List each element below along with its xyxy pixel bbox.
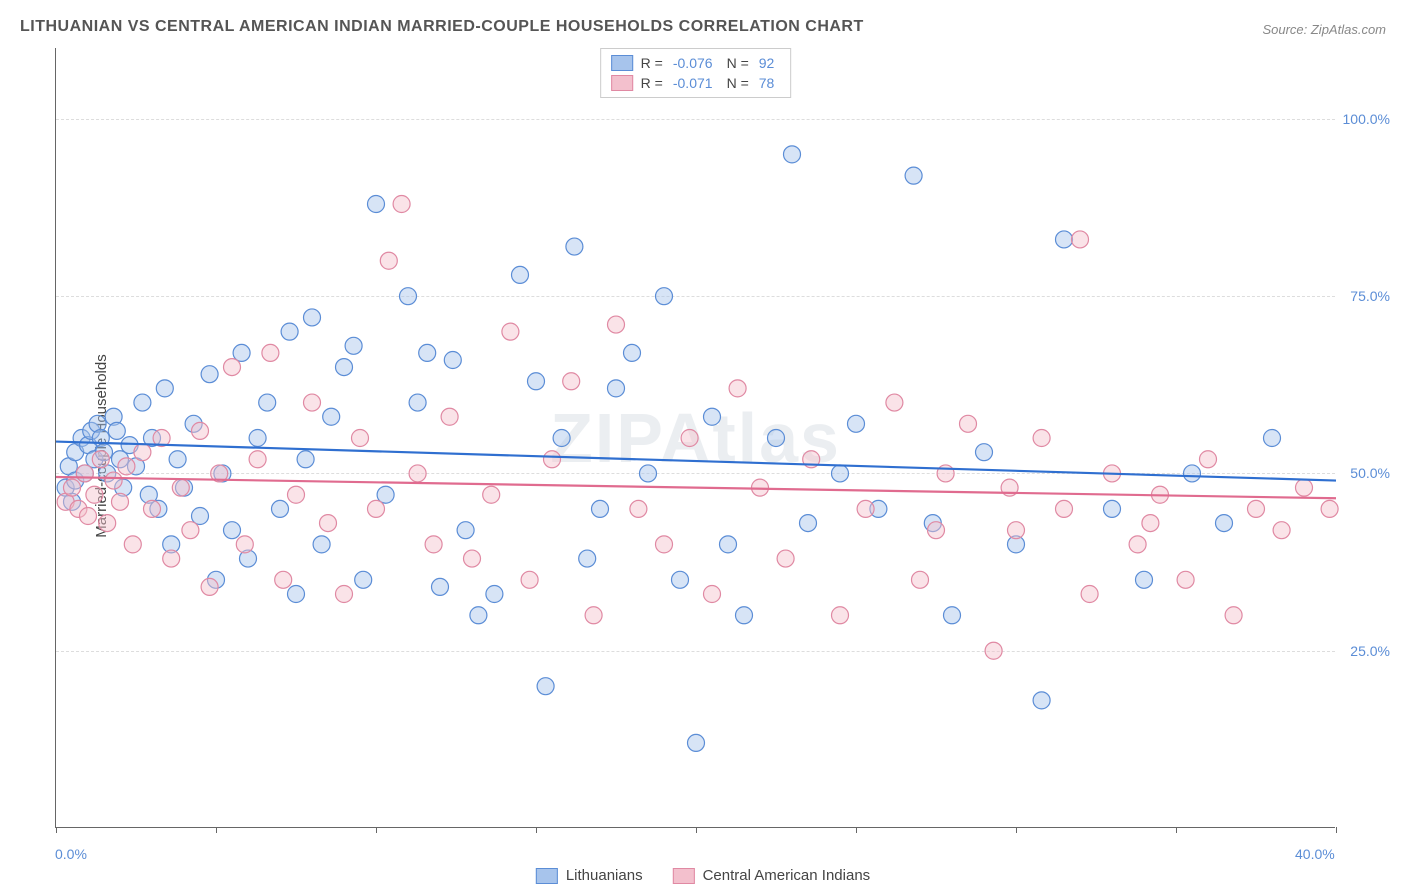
n-value-1: 78 <box>759 75 775 91</box>
legend-label-1: Central American Indians <box>703 867 871 884</box>
legend-row-0: R = -0.076 N = 92 <box>611 53 781 73</box>
x-axis-max-label: 40.0% <box>1295 846 1335 862</box>
n-label: N = <box>727 75 749 91</box>
r-label: R = <box>641 55 663 71</box>
legend-swatch-lithuanians <box>536 868 558 884</box>
legend-swatch-central-american-indians <box>673 868 695 884</box>
legend-swatch-1 <box>611 75 633 91</box>
chart-title: LITHUANIAN VS CENTRAL AMERICAN INDIAN MA… <box>20 18 864 36</box>
plot-area: ZIPAtlas R = -0.076 N = 92 R = -0.071 N … <box>55 48 1335 828</box>
source-label: Source: ZipAtlas.com <box>1262 22 1386 37</box>
x-axis-min-label: 0.0% <box>55 846 87 862</box>
n-value-0: 92 <box>759 55 775 71</box>
legend-swatch-0 <box>611 55 633 71</box>
legend-row-1: R = -0.071 N = 78 <box>611 73 781 93</box>
legend-label-0: Lithuanians <box>566 867 643 884</box>
legend-item-1: Central American Indians <box>673 867 871 884</box>
scatter-svg <box>56 48 1336 828</box>
n-label: N = <box>727 55 749 71</box>
r-value-1: -0.071 <box>673 75 713 91</box>
correlation-legend: R = -0.076 N = 92 R = -0.071 N = 78 <box>600 48 792 98</box>
legend-item-0: Lithuanians <box>536 867 643 884</box>
r-label: R = <box>641 75 663 91</box>
r-value-0: -0.076 <box>673 55 713 71</box>
series-legend: Lithuanians Central American Indians <box>536 867 870 884</box>
